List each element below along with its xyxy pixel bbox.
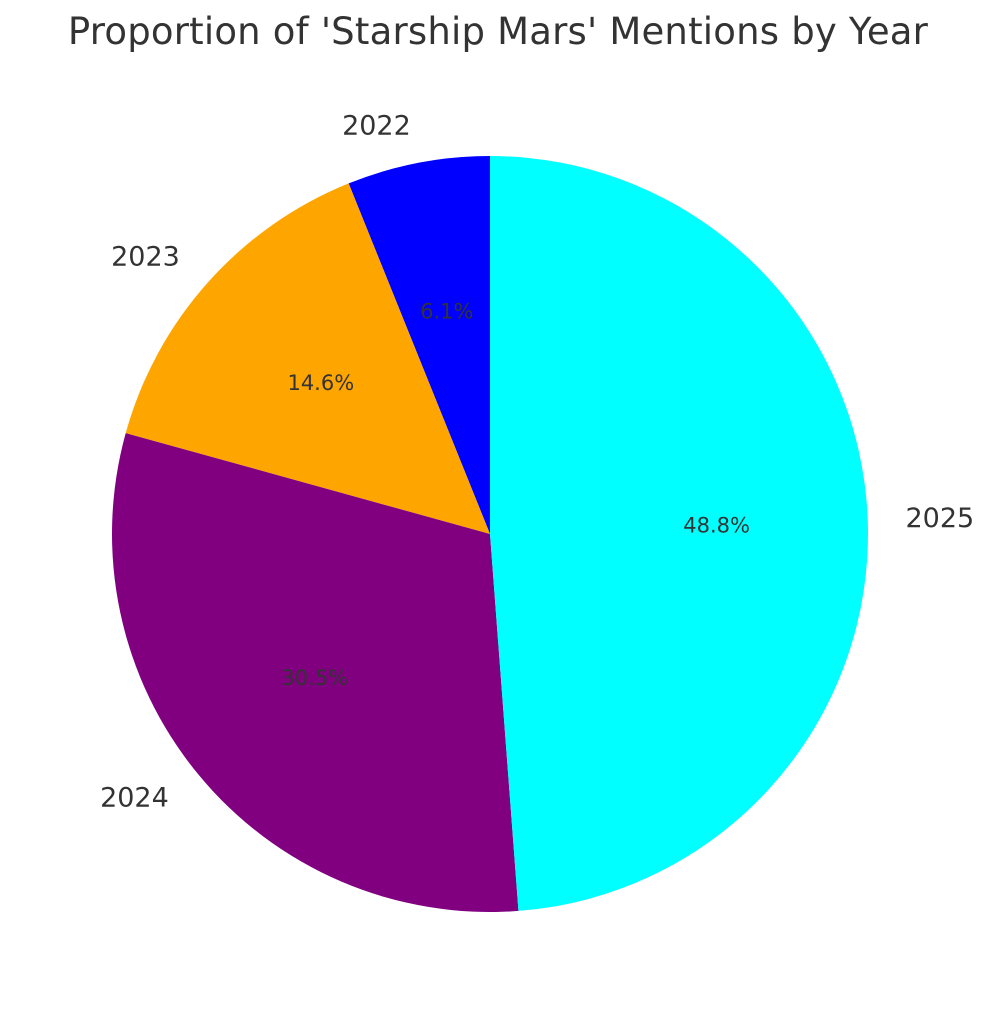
percent-label-2022: 6.1% — [420, 299, 473, 323]
category-label-2023: 2023 — [111, 242, 180, 273]
percent-label-2023: 14.6% — [287, 371, 354, 395]
pie-slice-2023 — [125, 183, 490, 535]
category-label-2022: 2022 — [342, 110, 411, 141]
percent-label-2024: 30.5% — [281, 666, 348, 690]
pie-labels: 2022 6.1% 2023 14.6% 2024 30.5% 2025 48.8% — [100, 110, 974, 813]
category-label-2025: 2025 — [906, 503, 975, 534]
chart-title: Proportion of 'Starship Mars' Mentions b… — [67, 10, 929, 53]
percent-label-2025: 48.8% — [683, 513, 750, 537]
category-label-2024: 2024 — [100, 783, 169, 814]
pie-slice-2022 — [348, 156, 490, 534]
pie-slices — [112, 155, 869, 913]
pie-slice-2025 — [490, 155, 869, 911]
pie-slice-2024 — [112, 433, 519, 913]
